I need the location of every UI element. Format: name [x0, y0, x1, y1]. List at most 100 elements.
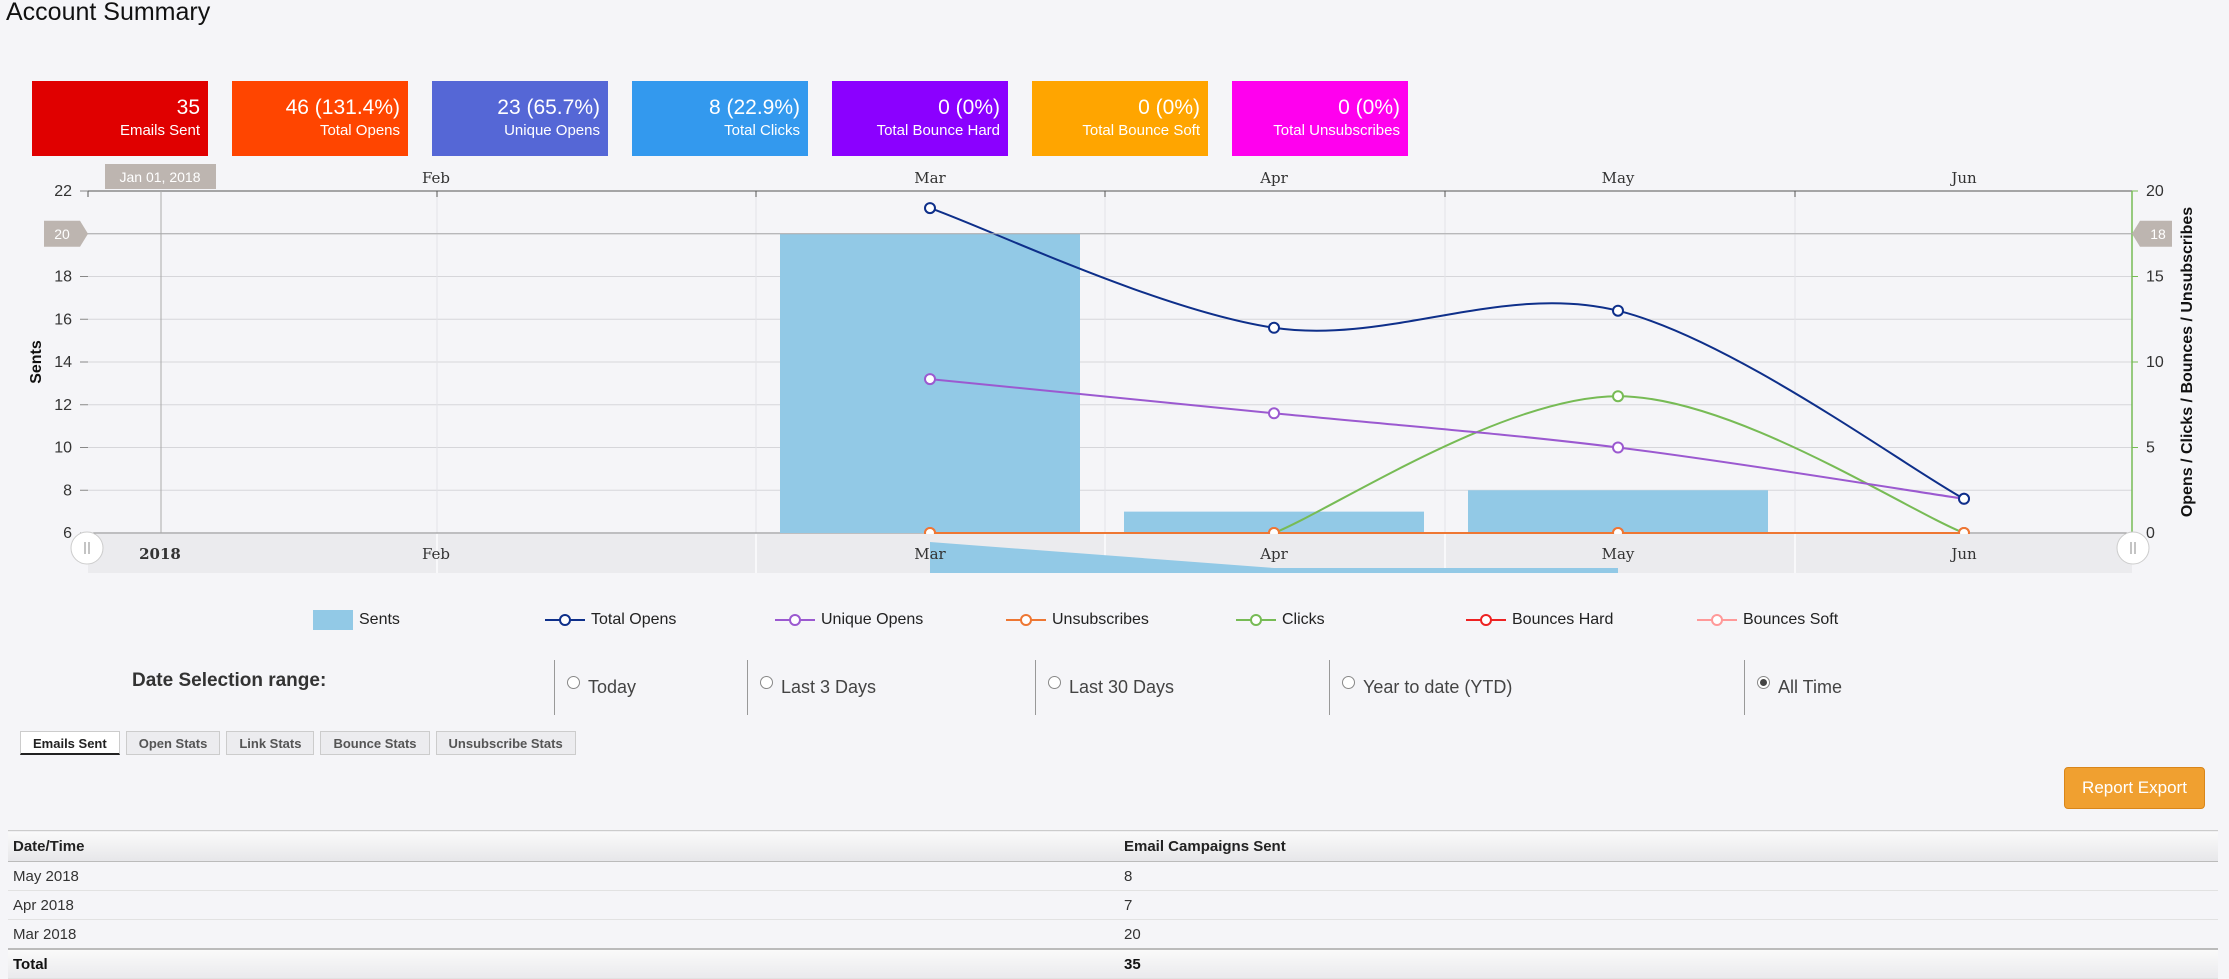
y-tick-label: 10	[54, 440, 72, 457]
point-total-opens[interactable]	[924, 202, 936, 215]
y-right-axis-title: Opens / Clicks / Bounces / Unsubscribes	[2179, 207, 2196, 517]
date-option-all-time[interactable]: All Time	[1744, 660, 1842, 715]
y-tick-label: 16	[54, 311, 72, 328]
table-header-row: Date/Time Email Campaigns Sent	[8, 830, 2218, 862]
card-unsubscribes: 0 (0%) Total Unsubscribes	[1232, 81, 1408, 156]
y-right-tick-label: 10	[2146, 354, 2164, 371]
emails-sent-table: Date/Time Email Campaigns Sent May 2018 8…	[8, 830, 2218, 979]
date-option-label: Year to date (YTD)	[1363, 677, 1513, 697]
card-value: 8 (22.9%)	[708, 96, 800, 119]
radio-icon[interactable]	[567, 676, 580, 689]
tab-unsubscribe-stats[interactable]: Unsubscribe Stats	[435, 731, 576, 755]
date-option-label: Today	[588, 677, 637, 697]
chart-legend: Sents Total Opens Unique Opens Unsubscri…	[0, 608, 2229, 636]
y-axis-title: Sents	[28, 340, 45, 384]
card-label: Total Clicks	[724, 122, 800, 139]
column-header-campaigns-sent[interactable]: Email Campaigns Sent	[1119, 830, 2218, 862]
card-total-opens: 46 (131.4%) Total Opens	[232, 81, 408, 156]
crosshair-right-value: 18	[2150, 226, 2166, 242]
point-total-opens[interactable]	[1958, 492, 1970, 505]
top-axis-label: May	[1602, 169, 1635, 187]
y-tick-label: 8	[63, 482, 72, 499]
legend-label: Total Opens	[591, 611, 677, 628]
table-total-row: Total 35	[8, 948, 2218, 979]
series-line-total-opens	[929, 207, 1965, 500]
account-summary-chart[interactable]: 2018FebMarAprMayJun681012141618202205101…	[0, 160, 2229, 590]
navigator-label: 2018	[139, 545, 181, 563]
top-axis-label: Mar	[914, 169, 946, 187]
line-marker-icon	[1466, 614, 1506, 626]
tab-emails-sent[interactable]: Emails Sent	[20, 731, 120, 755]
radio-icon[interactable]	[760, 676, 773, 689]
cell-total-label: Total	[8, 948, 1119, 979]
y-tick-label: 22	[54, 183, 72, 200]
navigator-label: Jun	[1949, 545, 1977, 563]
legend-label: Unique Opens	[821, 611, 924, 628]
date-option-last-30-days[interactable]: Last 30 Days	[1035, 660, 1174, 715]
point-unique-opens[interactable]	[1268, 407, 1280, 420]
date-option-ytd[interactable]: Year to date (YTD)	[1329, 660, 1512, 715]
date-option-today[interactable]: Today	[554, 660, 636, 715]
legend-label: Clicks	[1282, 611, 1325, 628]
legend-item-bounces-hard[interactable]: Bounces Hard	[1466, 608, 1613, 632]
radio-icon[interactable]	[1342, 676, 1355, 689]
table-row: Mar 2018 20	[8, 919, 2218, 950]
card-bounce-hard: 0 (0%) Total Bounce Hard	[832, 81, 1008, 156]
date-option-label: Last 3 Days	[781, 677, 877, 697]
date-option-label: Last 30 Days	[1069, 677, 1175, 697]
legend-item-total-opens[interactable]: Total Opens	[545, 608, 676, 632]
cell-date: Apr 2018	[8, 890, 1119, 920]
line-marker-icon	[1697, 614, 1737, 626]
table-row: May 2018 8	[8, 861, 2218, 891]
point-total-opens[interactable]	[1612, 304, 1624, 317]
card-label: Emails Sent	[119, 122, 200, 139]
crosshair-right-flag	[2132, 220, 2172, 247]
y-right-tick-label: 0	[2146, 525, 2155, 542]
date-option-last-3-days[interactable]: Last 3 Days	[747, 660, 876, 715]
tab-open-stats[interactable]: Open Stats	[125, 731, 221, 755]
card-label: Unique Opens	[504, 122, 600, 139]
card-value: 0 (0%)	[1138, 96, 1200, 119]
point-total-opens[interactable]	[1268, 321, 1280, 334]
card-bounce-soft: 0 (0%) Total Bounce Soft	[1032, 81, 1208, 156]
legend-label: Sents	[359, 611, 400, 628]
cell-date: Mar 2018	[8, 919, 1119, 950]
card-emails-sent: 35 Emails Sent	[32, 81, 208, 156]
card-label: Total Unsubscribes	[1273, 122, 1400, 139]
radio-icon[interactable]	[1048, 676, 1061, 689]
line-marker-icon	[775, 614, 815, 626]
bar-sents-apr[interactable]	[1124, 511, 1424, 533]
report-export-button[interactable]: Report Export	[2064, 767, 2205, 809]
bar-sents-may[interactable]	[1468, 490, 1768, 533]
navigator-left-handle[interactable]	[70, 531, 104, 565]
top-axis-label: Jun	[1949, 169, 1977, 187]
series-line-unique-opens	[929, 378, 1965, 500]
table-row: Apr 2018 7	[8, 890, 2218, 920]
crosshair-date-label: Jan 01, 2018	[120, 169, 201, 185]
cell-sent: 20	[1119, 919, 2218, 950]
column-header-date[interactable]: Date/Time	[8, 830, 1119, 862]
card-label: Total Bounce Hard	[876, 122, 1000, 139]
legend-item-clicks[interactable]: Clicks	[1236, 608, 1325, 632]
point-unique-opens[interactable]	[924, 373, 936, 386]
page-title: Account Summary	[6, 0, 211, 26]
legend-item-bounces-soft[interactable]: Bounces Soft	[1697, 608, 1838, 632]
navigator-label: Mar	[914, 545, 946, 563]
tab-link-stats[interactable]: Link Stats	[226, 731, 315, 755]
date-selection-range: Date Selection range: Today Last 3 Days …	[0, 660, 2229, 715]
card-value: 0 (0%)	[1338, 96, 1400, 119]
legend-item-unsubscribes[interactable]: Unsubscribes	[1006, 608, 1149, 632]
card-unique-opens: 23 (65.7%) Unique Opens	[432, 81, 608, 156]
legend-item-unique-opens[interactable]: Unique Opens	[775, 608, 923, 632]
y-right-tick-label: 5	[2146, 440, 2155, 457]
navigator-right-handle[interactable]	[2116, 531, 2150, 565]
tab-bounce-stats[interactable]: Bounce Stats	[320, 731, 430, 755]
legend-item-sents[interactable]: Sents	[313, 608, 400, 632]
radio-selected-icon[interactable]	[1757, 676, 1770, 689]
point-unique-opens[interactable]	[1612, 441, 1624, 454]
card-value: 35	[176, 96, 200, 119]
y-right-tick-label: 20	[2146, 183, 2164, 200]
point-clicks[interactable]	[1612, 390, 1624, 403]
top-axis-label: Feb	[422, 169, 450, 187]
date-range-label: Date Selection range:	[132, 670, 327, 691]
